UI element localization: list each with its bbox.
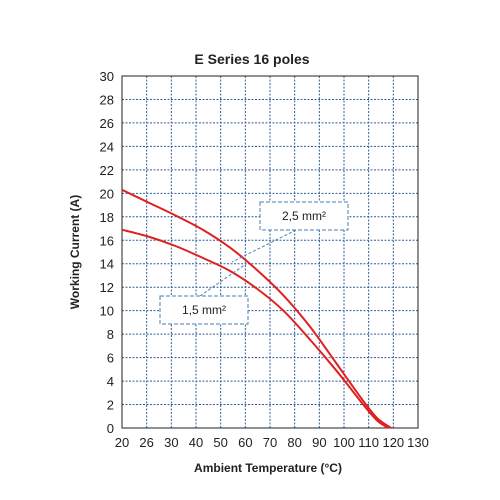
y-tick-label: 0 bbox=[107, 421, 114, 436]
chart-title: E Series 16 poles bbox=[194, 51, 309, 67]
x-tick-label: 80 bbox=[287, 435, 301, 450]
y-tick-label: 20 bbox=[100, 186, 114, 201]
y-tick-label: 14 bbox=[100, 257, 114, 272]
x-tick-label: 90 bbox=[312, 435, 326, 450]
y-tick-label: 8 bbox=[107, 327, 114, 342]
x-tick-label: 110 bbox=[358, 435, 379, 450]
y-tick-label: 10 bbox=[100, 304, 114, 319]
annotation-callout: 1,5 mm² bbox=[159, 263, 249, 325]
plot-frame bbox=[121, 75, 419, 429]
annotations: 2,5 mm² 1,5 mm² bbox=[159, 201, 349, 325]
x-tick-labels: 20 26 30 40 50 60 70 80 90 100 110 120 130 bbox=[115, 435, 429, 450]
y-tick-label: 12 bbox=[100, 280, 114, 295]
x-tick-label: 130 bbox=[407, 435, 429, 450]
x-tick-label: 50 bbox=[213, 435, 227, 450]
y-tick-label: 2 bbox=[107, 398, 114, 413]
x-tick-label: 120 bbox=[382, 435, 404, 450]
annotation-box bbox=[259, 201, 349, 231]
annotation-box bbox=[159, 295, 249, 325]
y-tick-label: 28 bbox=[100, 92, 114, 107]
y-tick-label: 18 bbox=[100, 210, 114, 225]
y-tick-label: 16 bbox=[100, 233, 114, 248]
y-tick-label: 4 bbox=[107, 374, 114, 389]
y-axis-label: Working Current (A) bbox=[68, 195, 82, 309]
series-line-1-5-mm bbox=[121, 228, 389, 429]
x-tick-label: 26 bbox=[139, 435, 153, 450]
y-tick-label: 30 bbox=[100, 69, 114, 84]
x-tick-label: 40 bbox=[189, 435, 203, 450]
series-line-2-5-mm bbox=[121, 188, 392, 429]
y-tick-label: 26 bbox=[100, 116, 114, 131]
annotation-label: 2,5 mm² bbox=[282, 209, 326, 223]
x-tick-label: 100 bbox=[333, 435, 355, 450]
x-tick-label: 30 bbox=[164, 435, 178, 450]
y-tick-label: 22 bbox=[100, 163, 114, 178]
annotation-leader-line bbox=[231, 229, 297, 263]
x-tick-label: 20 bbox=[115, 435, 129, 450]
x-axis-label: Ambient Temperature (°C) bbox=[194, 461, 342, 475]
x-tick-label: 70 bbox=[263, 435, 277, 450]
annotation-label: 1,5 mm² bbox=[182, 303, 226, 317]
y-tick-label: 24 bbox=[100, 139, 114, 154]
series-lines bbox=[121, 188, 392, 429]
annotation-callout: 2,5 mm² bbox=[231, 201, 349, 263]
y-tick-label: 6 bbox=[107, 351, 114, 366]
annotation-leader-line bbox=[199, 263, 247, 297]
grid bbox=[122, 76, 418, 428]
x-tick-label: 60 bbox=[238, 435, 252, 450]
